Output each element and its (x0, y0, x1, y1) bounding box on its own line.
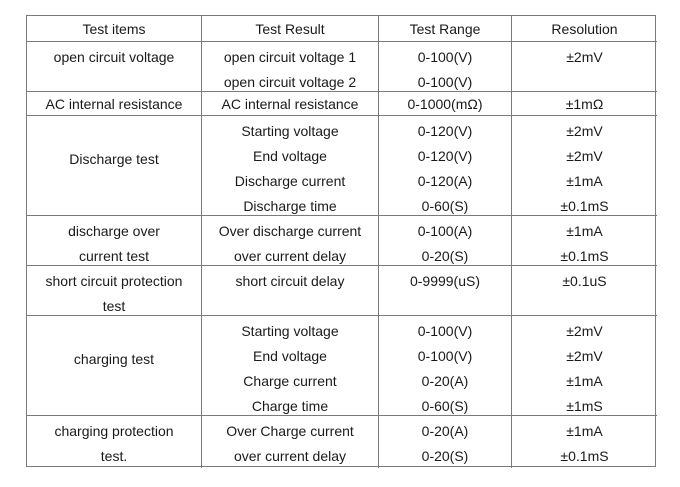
spec-table: Test items Test Result Test Range Resolu… (26, 15, 657, 468)
resolution: ±1mA (566, 223, 603, 239)
test-item-charging-test: charging test (27, 316, 202, 416)
resolution: ±0.1mS (560, 198, 609, 214)
test-result: short circuit delay (235, 273, 345, 289)
resolution: ±2mV (566, 148, 603, 164)
test-result: End voltage (253, 148, 327, 164)
test-item-line: charging test (73, 351, 155, 367)
resolution-cell: ±0.1uS (512, 266, 657, 316)
resolution-cell: ±1mA ±0.1mS (512, 416, 657, 468)
test-result-cell: Starting voltage End voltage Charge curr… (202, 316, 379, 416)
test-range: 0-20(A) (421, 423, 469, 439)
resolution-cell: ±2mV ±2mV ±1mA ±0.1mS (512, 116, 657, 216)
test-item-line: discharge over (68, 223, 160, 239)
test-range: 0-20(A) (421, 373, 469, 389)
resolution: ±1mS (566, 398, 603, 414)
test-range-cell: 0-100(A) 0-20(S) (379, 216, 512, 266)
test-result: Over discharge current (218, 223, 362, 239)
resolution-cell: ±2mV ±2mV ±1mA ±1mS (512, 316, 657, 416)
test-result-cell: Over discharge current over current dela… (202, 216, 379, 266)
test-result: open circuit voltage 1 (223, 49, 357, 65)
resolution: ±2mV (566, 348, 603, 364)
test-result: over current delay (233, 448, 347, 464)
test-item-ac-internal-resistance: AC internal resistance (27, 92, 202, 116)
resolution: ±1mA (566, 173, 603, 189)
test-item-line: current test (78, 248, 150, 264)
header-resolution: Resolution (512, 16, 657, 42)
resolution: ±1mΩ (565, 95, 604, 112)
test-item-line: charging protection (54, 423, 174, 439)
resolution: ±2mV (566, 123, 603, 139)
resolution: ±2mV (566, 49, 603, 65)
test-item-discharge-over-current: discharge over current test (27, 216, 202, 266)
test-range: 0-60(S) (421, 398, 469, 414)
resolution-cell: ±2mV (512, 42, 657, 92)
test-result: over current delay (233, 248, 347, 264)
test-range-cell: 0-100(V) 0-100(V) (379, 42, 512, 92)
test-result: Charge time (251, 398, 329, 414)
resolution: ±0.1mS (560, 448, 609, 464)
test-range: 0-120(A) (417, 173, 473, 189)
test-range-cell: 0-9999(uS) (379, 266, 512, 316)
test-result: Starting voltage (241, 123, 339, 139)
test-result: Discharge current (234, 173, 346, 189)
test-result: AC internal resistance (221, 95, 359, 112)
test-result-cell: Over Charge current over current delay (202, 416, 379, 468)
test-item-line: test. (100, 448, 128, 464)
test-range: 0-100(V) (417, 49, 473, 65)
test-result: Starting voltage (241, 323, 339, 339)
header-test-range: Test Range (379, 16, 512, 42)
test-range: 0-120(V) (417, 123, 473, 139)
resolution: ±1mA (566, 373, 603, 389)
resolution-cell: ±1mΩ (512, 92, 657, 116)
test-result: Discharge time (243, 198, 337, 214)
test-item-line: short circuit protection (45, 273, 183, 289)
test-range-cell: 0-100(V) 0-100(V) 0-20(A) 0-60(S) (379, 316, 512, 416)
test-item-line: Discharge test (69, 151, 159, 167)
header-test-items: Test items (27, 16, 202, 42)
test-result-cell: AC internal resistance (202, 92, 379, 116)
test-range-cell: 0-1000(mΩ) (379, 92, 512, 116)
test-result: Charge current (243, 373, 337, 389)
resolution: ±1mA (566, 423, 603, 439)
test-result: End voltage (253, 348, 327, 364)
header-test-result: Test Result (202, 16, 379, 42)
resolution: ±0.1mS (560, 248, 609, 264)
resolution: ±0.1uS (562, 273, 607, 289)
test-range: 0-100(V) (417, 323, 473, 339)
test-item-discharge-test: Discharge test (27, 116, 202, 216)
test-result-cell: short circuit delay (202, 266, 379, 316)
test-item-open-circuit-voltage: open circuit voltage (27, 42, 202, 92)
test-result-cell: Starting voltage End voltage Discharge c… (202, 116, 379, 216)
test-item-line: test (102, 298, 126, 314)
test-range: 0-20(S) (421, 448, 469, 464)
test-range: 0-100(V) (417, 74, 473, 90)
resolution: ±2mV (566, 323, 603, 339)
resolution-cell: ±1mA ±0.1mS (512, 216, 657, 266)
test-range: 0-100(V) (417, 348, 473, 364)
test-item-line: AC internal resistance (45, 95, 183, 112)
test-range: 0-1000(mΩ) (407, 95, 483, 112)
test-range-cell: 0-20(A) 0-20(S) (379, 416, 512, 468)
test-item-charging-protection: charging protection test. (27, 416, 202, 468)
test-range: 0-9999(uS) (409, 273, 481, 289)
test-range: 0-20(S) (421, 248, 469, 264)
test-item-short-circuit-protection: short circuit protection test (27, 266, 202, 316)
test-range-cell: 0-120(V) 0-120(V) 0-120(A) 0-60(S) (379, 116, 512, 216)
test-result: open circuit voltage 2 (223, 74, 357, 90)
test-range: 0-60(S) (421, 198, 469, 214)
test-range: 0-100(A) (417, 223, 473, 239)
test-range: 0-120(V) (417, 148, 473, 164)
test-result: Over Charge current (226, 423, 354, 439)
test-item-line: open circuit voltage (53, 49, 175, 65)
test-result-cell: open circuit voltage 1 open circuit volt… (202, 42, 379, 92)
